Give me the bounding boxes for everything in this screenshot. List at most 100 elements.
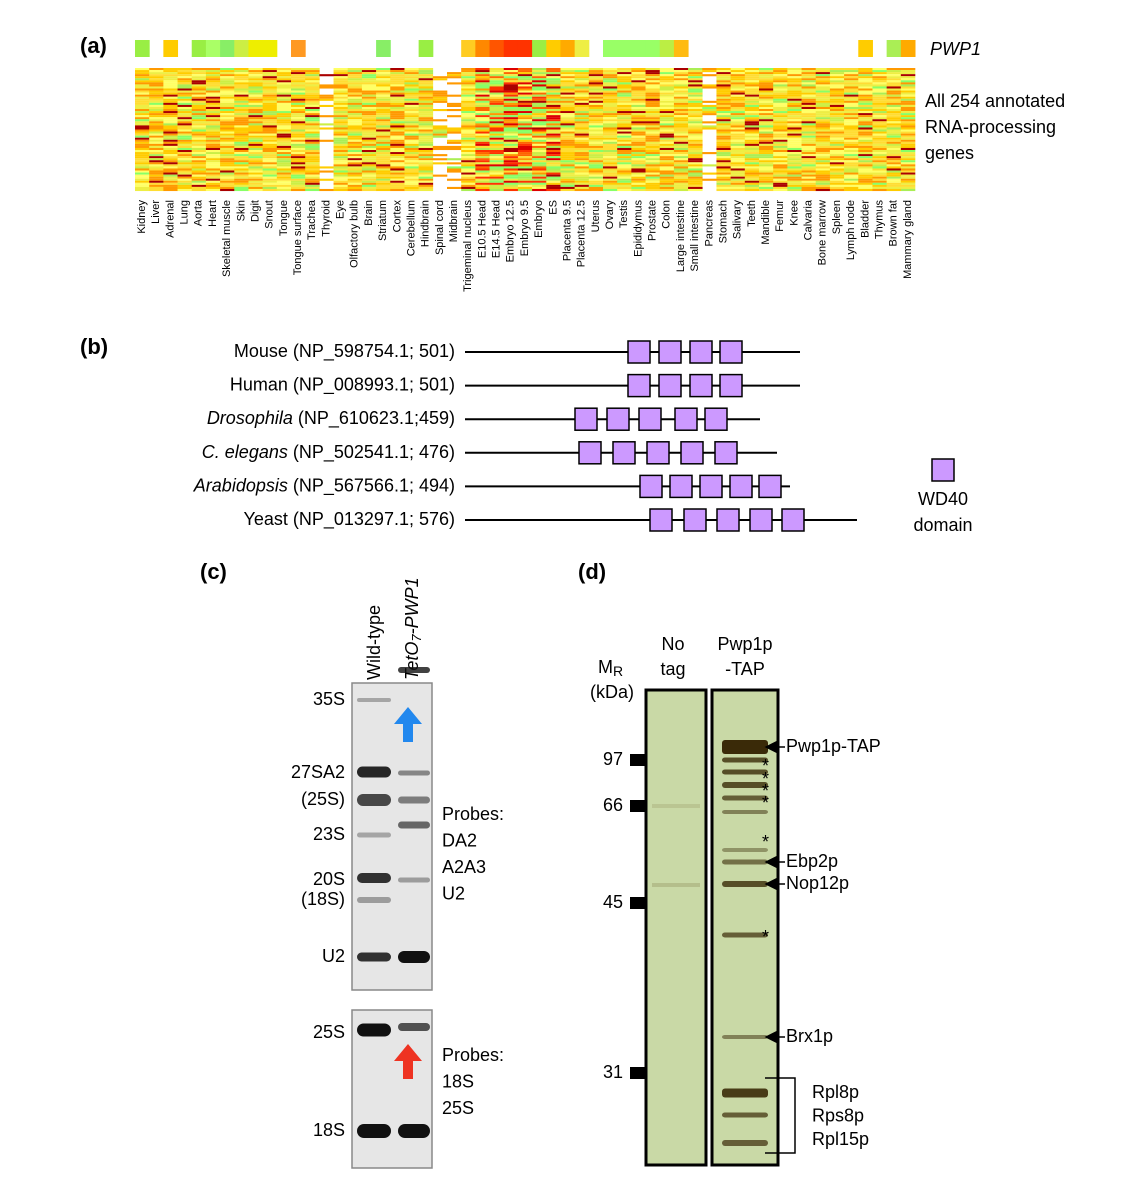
heatmap-cell bbox=[773, 70, 788, 73]
heatmap-cell bbox=[532, 82, 547, 85]
heatmap-cell bbox=[361, 174, 377, 177]
heatmap-cell bbox=[248, 94, 263, 97]
heatmap-cell bbox=[248, 119, 263, 122]
heatmap-cell bbox=[361, 88, 377, 91]
heatmap-cell bbox=[248, 141, 263, 144]
heatmap-cell bbox=[645, 72, 661, 75]
heatmap-cell bbox=[475, 121, 490, 124]
heatmap-cell bbox=[815, 96, 831, 99]
heatmap-cell bbox=[163, 117, 178, 120]
heatmap-cell bbox=[205, 145, 221, 148]
heatmap-cell bbox=[291, 162, 306, 165]
heatmap-cell bbox=[858, 90, 873, 93]
marker-label: 45 bbox=[603, 892, 623, 912]
heatmap-cell bbox=[773, 135, 788, 138]
heatmap-cell bbox=[773, 82, 788, 85]
heatmap-cell bbox=[645, 119, 661, 122]
heatmap-cell bbox=[205, 106, 221, 110]
heatmap-cell bbox=[815, 139, 831, 142]
heatmap-cell bbox=[347, 131, 363, 134]
heatmap-cell bbox=[844, 92, 859, 95]
heatmap-cell bbox=[262, 92, 278, 95]
heatmap-cell bbox=[149, 86, 164, 89]
tissue-label: Knee bbox=[788, 200, 800, 226]
heatmap-cell bbox=[631, 119, 646, 122]
heatmap-cell bbox=[801, 133, 817, 136]
heatmap-cell bbox=[305, 147, 320, 151]
heatmap-cell bbox=[163, 174, 178, 177]
heatmap-cell bbox=[135, 178, 150, 181]
asterisk: * bbox=[762, 793, 769, 813]
heatmap-cell bbox=[645, 188, 661, 192]
heatmap-cell bbox=[163, 82, 178, 85]
heatmap-cell bbox=[787, 94, 802, 97]
heatmap-cell bbox=[291, 147, 306, 151]
heatmap-cell bbox=[404, 94, 419, 97]
heatmap-cell bbox=[900, 86, 916, 89]
heatmap-cell bbox=[730, 76, 746, 79]
heatmap-cell bbox=[688, 170, 703, 173]
heatmap-cell bbox=[716, 164, 731, 167]
heatmap-cell bbox=[574, 186, 590, 189]
heatmap-cell bbox=[900, 88, 916, 91]
heatmap-cell bbox=[191, 111, 207, 114]
heatmap-cell bbox=[744, 156, 760, 159]
heatmap-cell bbox=[546, 186, 561, 189]
heatmap-cell bbox=[631, 180, 646, 183]
heatmap-cell bbox=[205, 135, 221, 138]
heatmap-cell bbox=[404, 123, 419, 126]
heatmap-cell bbox=[787, 178, 802, 181]
heatmap-cell bbox=[886, 145, 902, 148]
heatmap-cell bbox=[205, 158, 221, 161]
heatmap-cell bbox=[617, 160, 632, 163]
heatmap-cell bbox=[220, 90, 235, 93]
heatmap-cell bbox=[787, 72, 802, 75]
heatmap-cell bbox=[262, 113, 278, 116]
heatmap-cell bbox=[815, 94, 831, 97]
heatmap-cell bbox=[886, 135, 902, 138]
heatmap-cell bbox=[560, 182, 575, 185]
heatmap-cell bbox=[205, 125, 221, 128]
heatmap-cell bbox=[291, 145, 306, 148]
heatmap-cell bbox=[574, 127, 590, 130]
heatmap-cell bbox=[659, 127, 675, 130]
heatmap-cell bbox=[886, 182, 902, 185]
heatmap-cell bbox=[588, 176, 604, 179]
heatmap-cell bbox=[390, 133, 405, 136]
heatmap-cell bbox=[404, 145, 419, 148]
heatmap-cell bbox=[376, 100, 391, 103]
heatmap-cell bbox=[291, 135, 306, 138]
heatmap-cell bbox=[574, 129, 590, 132]
wd40-box bbox=[674, 407, 698, 431]
heatmap-cell bbox=[645, 92, 661, 95]
wd40-box bbox=[781, 508, 805, 532]
heatmap-cell bbox=[376, 113, 391, 116]
heatmap-cell bbox=[588, 70, 604, 73]
heatmap-cell bbox=[574, 70, 590, 73]
heatmap-cell bbox=[191, 90, 207, 93]
heatmap-cell bbox=[418, 109, 434, 112]
wd40-box bbox=[704, 407, 728, 431]
bracket bbox=[765, 1077, 796, 1154]
heatmap-cell bbox=[588, 160, 604, 163]
heatmap-cell bbox=[815, 76, 831, 79]
heatmap-cell bbox=[390, 164, 405, 167]
heatmap-cell bbox=[617, 111, 632, 114]
heatmap-cell bbox=[858, 111, 873, 114]
heatmap-cell bbox=[645, 160, 661, 163]
heatmap-cell bbox=[475, 127, 490, 130]
heatmap-cell bbox=[546, 90, 561, 93]
heatmap-cell bbox=[730, 186, 746, 189]
heatmap-cell bbox=[659, 98, 675, 101]
heatmap-cell bbox=[730, 168, 746, 171]
heatmap-cell bbox=[390, 154, 405, 157]
heatmap-cell bbox=[191, 176, 207, 179]
heatmap-cell bbox=[886, 119, 902, 122]
heatmap-cell bbox=[517, 88, 533, 91]
heatmap-cell bbox=[205, 88, 221, 91]
heatmap-cell bbox=[787, 86, 802, 89]
heatmap-cell bbox=[773, 160, 788, 163]
heatmap-cell bbox=[900, 143, 916, 146]
heatmap-cell bbox=[376, 174, 391, 177]
heatmap-cell bbox=[347, 139, 363, 142]
